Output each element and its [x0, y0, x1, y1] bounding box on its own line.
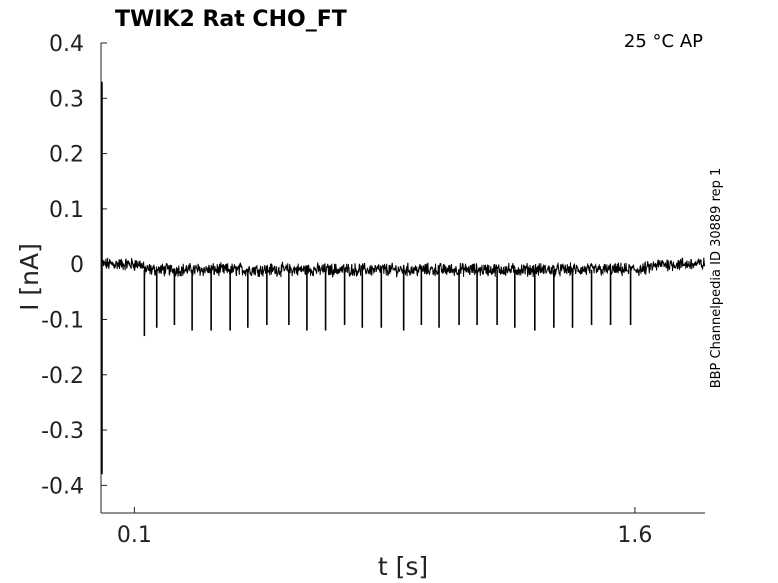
y-tick-label: 0.2 — [49, 143, 84, 168]
y-axis-label: I [nA] — [15, 243, 44, 311]
y-tick-label: -0.4 — [41, 474, 84, 499]
x-tick-label: 1.6 — [617, 523, 652, 548]
axes — [100, 43, 705, 514]
y-tick-label: 0.1 — [49, 198, 84, 223]
y-tick-label: 0.3 — [49, 87, 84, 112]
plot-area — [101, 81, 706, 475]
y-tick-label: -0.2 — [41, 364, 84, 389]
x-ticks: 0.1 1.6 — [117, 507, 652, 548]
y-tick-label: 0 — [70, 253, 84, 278]
y-tick-label: -0.1 — [41, 308, 84, 333]
current-trace-line — [101, 257, 706, 278]
y-ticks: 0.4 0.3 0.2 0.1 0 -0.1 -0.2 -0.3 -0.4 — [41, 32, 107, 499]
x-tick-label: 0.1 — [117, 523, 152, 548]
condition-label: 25 °C AP — [624, 31, 703, 52]
y-tick-label: 0.4 — [49, 32, 84, 57]
x-axis-label: t [s] — [378, 552, 428, 581]
chart-title: TWIK2 Rat CHO_FT — [115, 7, 347, 32]
y-tick-label: -0.3 — [41, 419, 84, 444]
source-label: BBP Channelpedia ID 30889 rep 1 — [709, 168, 724, 389]
